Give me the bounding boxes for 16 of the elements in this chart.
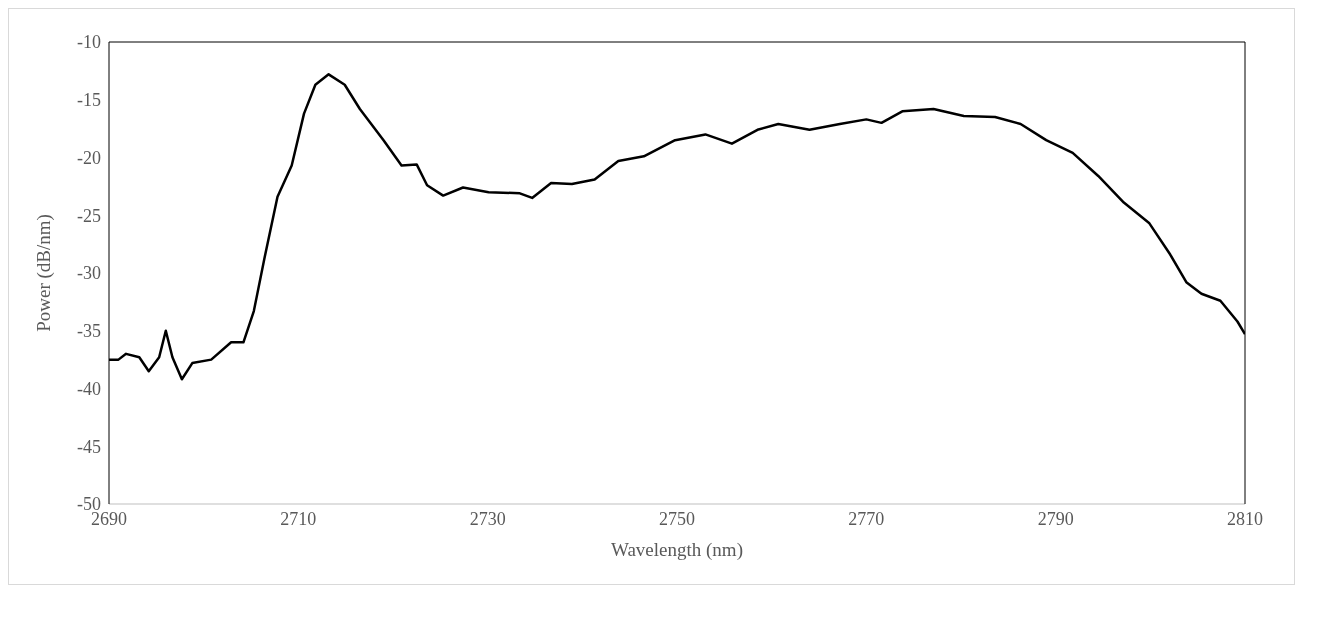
x-tick-label: 2770 — [848, 508, 885, 529]
y-tick-label: -40 — [77, 378, 101, 399]
x-tick-label: 2710 — [280, 508, 317, 529]
x-tick-label: 2790 — [1037, 508, 1074, 529]
x-tick-label: 2810 — [1227, 508, 1263, 529]
y-tick-label: -25 — [77, 205, 101, 226]
y-tick-label: -45 — [77, 436, 101, 457]
y-tick-label: -30 — [77, 263, 101, 284]
y-tick-label: -10 — [77, 32, 101, 53]
y-tick-label: -15 — [77, 90, 101, 111]
y-tick-label: -35 — [77, 321, 101, 342]
x-tick-label: 2730 — [469, 508, 506, 529]
y-tick-label: -20 — [77, 147, 101, 168]
x-axis-title: Wavelength (nm) — [611, 539, 743, 561]
y-axis-title: Power (dB/nm) — [32, 214, 55, 332]
x-tick-label: 2750 — [659, 508, 695, 529]
